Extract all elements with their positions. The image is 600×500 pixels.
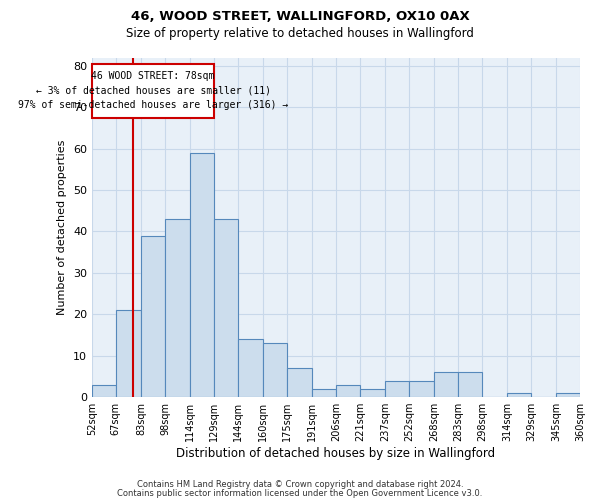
Bar: [360, 389, 385, 397]
Bar: [312, 389, 336, 397]
Text: Contains HM Land Registry data © Crown copyright and database right 2024.: Contains HM Land Registry data © Crown c…: [137, 480, 463, 489]
X-axis label: Distribution of detached houses by size in Wallingford: Distribution of detached houses by size …: [176, 447, 496, 460]
Bar: [336, 384, 360, 397]
Bar: [287, 368, 312, 397]
Bar: [263, 343, 287, 397]
Bar: [165, 219, 190, 397]
Bar: [141, 236, 165, 397]
Bar: [92, 384, 116, 397]
Bar: [190, 152, 214, 397]
Text: Contains public sector information licensed under the Open Government Licence v3: Contains public sector information licen…: [118, 489, 482, 498]
Text: 46 WOOD STREET: 78sqm
← 3% of detached houses are smaller (11)
97% of semi-detac: 46 WOOD STREET: 78sqm ← 3% of detached h…: [18, 71, 288, 110]
Text: 46, WOOD STREET, WALLINGFORD, OX10 0AX: 46, WOOD STREET, WALLINGFORD, OX10 0AX: [131, 10, 469, 23]
Bar: [458, 372, 482, 397]
Bar: [238, 339, 263, 397]
Bar: [556, 393, 580, 397]
Bar: [434, 372, 458, 397]
Y-axis label: Number of detached properties: Number of detached properties: [58, 140, 67, 315]
Bar: [507, 393, 531, 397]
FancyBboxPatch shape: [92, 64, 214, 118]
Text: Size of property relative to detached houses in Wallingford: Size of property relative to detached ho…: [126, 28, 474, 40]
Bar: [116, 310, 141, 397]
Bar: [214, 219, 238, 397]
Bar: [409, 380, 434, 397]
Bar: [385, 380, 409, 397]
